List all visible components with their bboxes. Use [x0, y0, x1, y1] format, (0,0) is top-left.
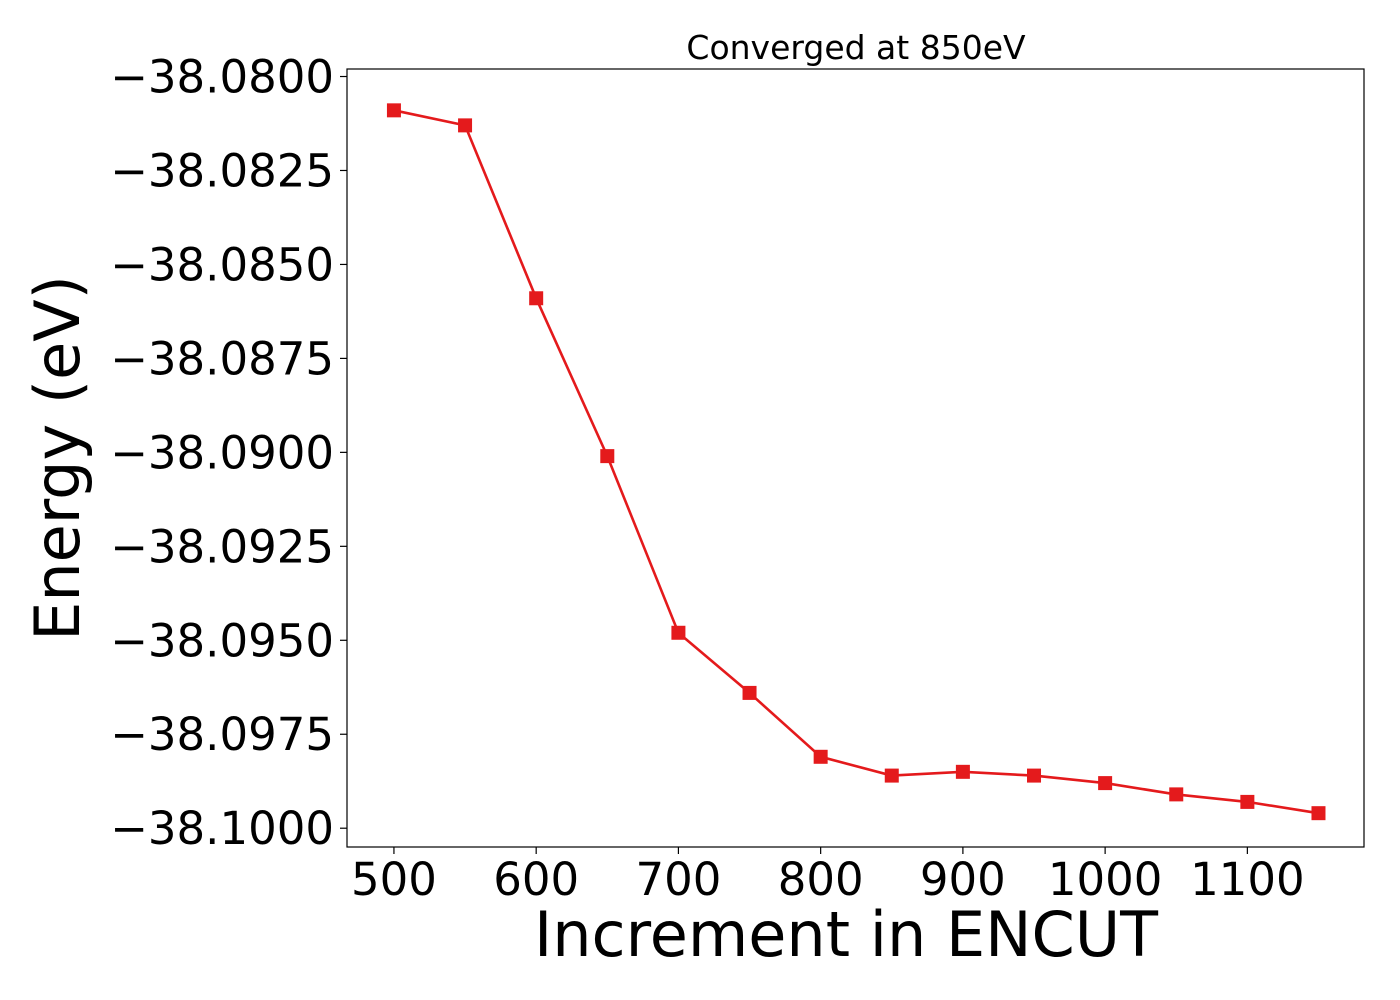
- data-point-marker: [1098, 776, 1113, 791]
- y-tick-label: −38.0875: [110, 332, 334, 385]
- x-axis-label: Increment in ENCUT: [534, 898, 1159, 971]
- y-tick-label: −38.0950: [110, 614, 334, 667]
- x-tick-label: 800: [778, 853, 864, 906]
- y-tick-label: −38.1000: [110, 802, 334, 855]
- y-axis-label: Energy (eV): [21, 275, 94, 641]
- x-tick-label: 500: [351, 853, 437, 906]
- data-point-marker: [1240, 794, 1255, 809]
- x-tick-label: 600: [493, 853, 579, 906]
- data-point-marker: [1311, 806, 1326, 821]
- data-point-marker: [742, 685, 757, 700]
- series-layer: [386, 103, 1326, 821]
- data-point-marker: [884, 768, 899, 783]
- y-tick-label: −38.0850: [110, 238, 334, 291]
- data-point-marker: [529, 291, 544, 306]
- x-axis-ticks: 500 600 700 800 900 1000 1100: [351, 847, 1305, 906]
- x-tick-label: 700: [635, 853, 721, 906]
- series-line: [393, 109, 1319, 815]
- data-point-marker: [671, 625, 686, 640]
- y-tick-label: −38.0800: [110, 51, 334, 104]
- chart-title: Converged at 850eV: [686, 28, 1026, 67]
- y-axis-ticks: −38.0800 −38.0825 −38.0850 −38.0875 −38.0900…: [110, 51, 347, 855]
- y-tick-label: −38.0900: [110, 426, 334, 479]
- x-tick-label: 1100: [1190, 853, 1305, 906]
- data-point-marker: [458, 118, 473, 133]
- data-point-marker: [386, 103, 401, 118]
- data-point-marker: [813, 749, 828, 764]
- y-tick-label: −38.0925: [110, 520, 334, 573]
- y-tick-label: −38.0975: [110, 708, 334, 761]
- data-point-marker: [1169, 787, 1184, 802]
- y-tick-label: −38.0825: [110, 144, 334, 197]
- data-point-marker: [600, 449, 615, 464]
- x-tick-label: 1000: [1048, 853, 1163, 906]
- x-tick-label: 900: [920, 853, 1006, 906]
- data-point-marker: [1027, 768, 1042, 783]
- plot-frame: [346, 68, 1365, 848]
- data-point-marker: [955, 764, 970, 779]
